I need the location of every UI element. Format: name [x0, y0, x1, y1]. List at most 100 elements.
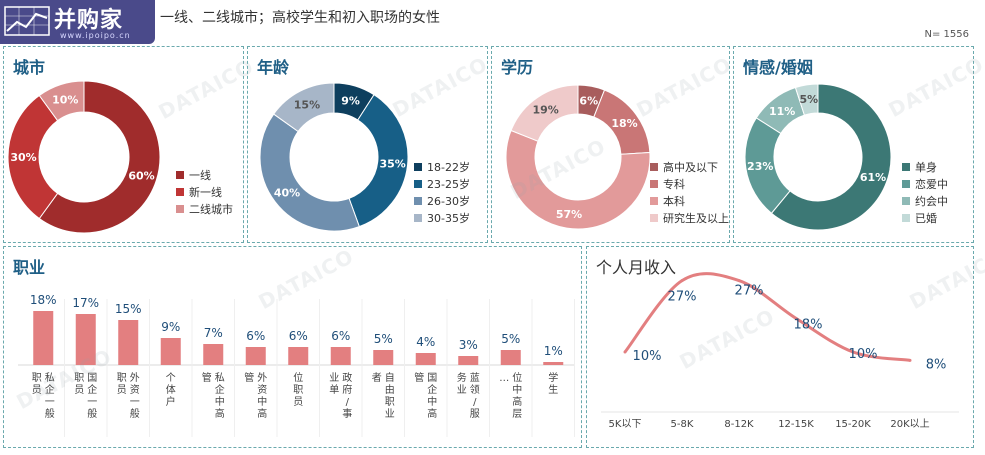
line-point	[794, 316, 798, 320]
slice-label: 61%	[860, 171, 886, 184]
bar-tick-label: 学生	[548, 371, 558, 396]
bar-value-label: 18%	[30, 293, 57, 307]
donut-slice	[273, 82, 335, 133]
bar	[543, 362, 564, 365]
donut-slice	[510, 84, 579, 142]
logo: 并购家 www.ipoipo.cn	[0, 0, 155, 44]
legend-label: 本科	[663, 195, 685, 208]
bar-tick-label: 蓝领/服务业	[457, 371, 480, 420]
donut-slice	[348, 94, 409, 228]
slice-label: 10%	[52, 93, 78, 106]
x-tick-label: 20K以上	[890, 418, 929, 430]
donut-age: 9% 35% 40% 15%	[259, 82, 409, 232]
legend-swatch	[176, 188, 184, 196]
slice-label: 35%	[379, 158, 405, 171]
bar	[33, 311, 54, 365]
sample-size: N= 1556	[924, 29, 970, 40]
legend-education: 高中及以下 专科 本科 研究生及以上	[650, 159, 729, 227]
legend-item: 二线城市	[176, 201, 233, 218]
legend-item: 一线	[176, 167, 233, 184]
slice-label: 30%	[10, 151, 36, 164]
bar-value-label: 6%	[331, 329, 350, 343]
legend-label: 一线	[189, 169, 211, 182]
bar-value-label: 6%	[246, 329, 265, 343]
legend-label: 18-22岁	[427, 161, 470, 174]
bar	[330, 347, 351, 365]
bar-value-label: 3%	[459, 338, 478, 352]
slice-label: 11%	[769, 105, 795, 118]
x-tick-label: 5-8K	[671, 419, 694, 430]
x-tick-label: 5K以下	[609, 419, 642, 430]
legend-swatch	[414, 214, 422, 222]
panel-city: 城市 60% 30% 10% 一线 新一线 二线城市 DATAICO	[3, 46, 258, 243]
bar-tick-label: 位职员	[293, 371, 303, 408]
panel-income: 个人月收入 10% 5K以下 27% 5-8K 27% 8-12K 18% 12-15K 10%…	[586, 244, 985, 448]
bar-value-label: 9%	[161, 320, 180, 334]
bar-tick-label: 国企一般职员	[74, 372, 97, 420]
line-value-label: 18%	[794, 317, 823, 332]
page-headline: 一线、二线城市；高校学生和初入职场的女性	[160, 10, 440, 26]
bar-value-label: 4%	[416, 335, 435, 349]
bar-tick-label: 政府/事业单	[329, 371, 352, 420]
bar-tick-label: 外资中高管	[244, 371, 267, 420]
bar	[458, 356, 479, 365]
legend-item: 高中及以下	[650, 159, 729, 176]
legend-swatch	[650, 197, 658, 205]
legend-item: 30-35岁	[414, 210, 470, 227]
bar	[500, 350, 521, 365]
bar	[160, 338, 181, 365]
legend-swatch	[650, 163, 658, 171]
line-point	[623, 350, 627, 354]
bar	[75, 314, 96, 365]
legend-swatch	[414, 180, 422, 188]
legend-swatch	[176, 171, 184, 179]
legend-item: 26-30岁	[414, 193, 470, 210]
donut-city: 60% 30% 10%	[7, 80, 161, 234]
legend-label: 专科	[663, 178, 685, 191]
donut-slice	[770, 83, 892, 231]
legend-swatch	[414, 163, 422, 171]
line-point	[851, 350, 855, 354]
slice-label: 57%	[556, 208, 582, 221]
panel-title-age: 年龄	[257, 58, 290, 77]
x-tick-label: 8-12K	[724, 419, 754, 430]
bar	[373, 350, 394, 365]
legend-item: 本科	[650, 193, 729, 210]
panel-title-education: 学历	[501, 58, 534, 77]
panel-education: 学历 6% 18% 57% 19% 高中及以下 专科 本科 研究生及以上 DATAICO D…	[491, 46, 736, 243]
legend-label: 新一线	[189, 186, 222, 199]
panel-title-occupation: 职业	[13, 258, 46, 277]
bar	[245, 347, 266, 365]
bar-tick-label: 自由职业者	[372, 371, 395, 420]
bar-value-label: 15%	[115, 302, 142, 316]
donut-slice	[38, 80, 161, 234]
line-point	[737, 279, 741, 283]
legend-label: 二线城市	[189, 203, 233, 216]
bar	[288, 347, 309, 365]
legend-age: 18-22岁 23-25岁 26-30岁 30-35岁	[414, 159, 470, 227]
legend-city: 一线 新一线 二线城市	[176, 167, 233, 218]
legend-label: 单身	[915, 161, 937, 174]
line-value-label: 27%	[668, 290, 697, 305]
bar-value-label: 17%	[72, 296, 99, 310]
line-value-label: 10%	[633, 349, 662, 364]
bar-tick-label: 外资一般职员	[117, 372, 140, 420]
donut-slice	[38, 80, 85, 122]
line-chart-income: 10% 5K以下 27% 5-8K 27% 8-12K 18% 12-15K 10% 15-20K…	[601, 272, 959, 430]
legend-swatch	[176, 205, 184, 213]
slice-label: 60%	[128, 170, 154, 183]
donut-slice	[794, 83, 819, 116]
logo-chart-icon	[4, 6, 50, 36]
legend-relationship: 单身 恋爱中 约会中 已婚	[902, 159, 948, 227]
legend-swatch	[902, 163, 910, 171]
bar-value-label: 6%	[289, 329, 308, 343]
line-point	[680, 279, 684, 283]
legend-swatch	[650, 180, 658, 188]
bar-value-label: 5%	[501, 332, 520, 346]
legend-item: 23-25岁	[414, 176, 470, 193]
line-value-label: 10%	[849, 347, 878, 362]
bar-chart-occupation: 18% 私企一般职员 17% 国企一般职员 15% 外资一般职员 9% 个体户 7% 私企中高管 6…	[18, 293, 575, 437]
legend-item: 18-22岁	[414, 159, 470, 176]
bar	[203, 344, 224, 365]
legend-label: 已婚	[915, 212, 937, 225]
